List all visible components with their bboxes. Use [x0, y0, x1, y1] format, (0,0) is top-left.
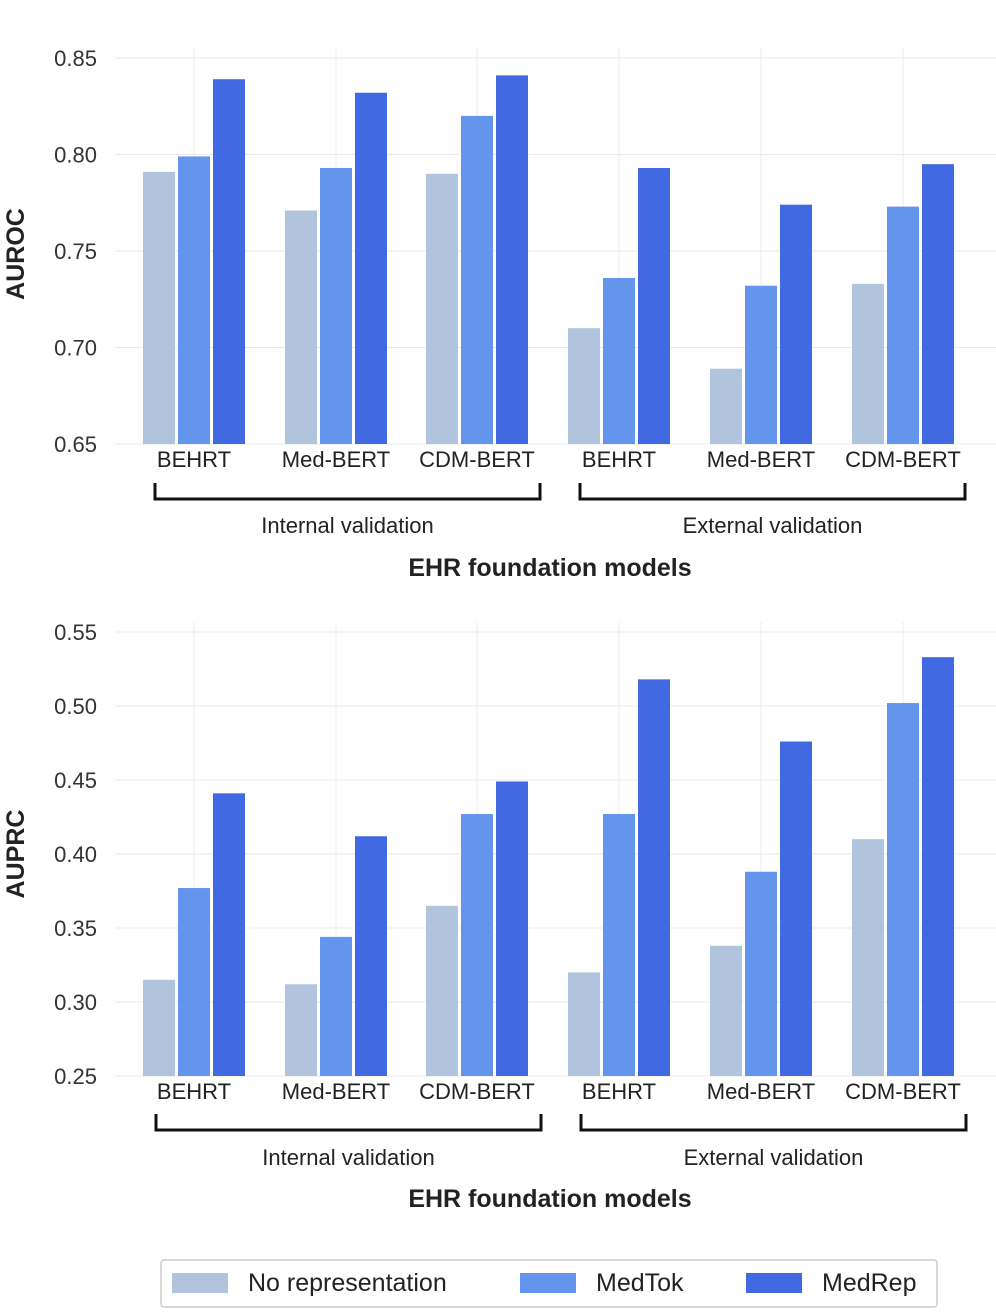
x-tick-label: Med-BERT [707, 447, 815, 472]
y-tick-label: 0.40 [54, 842, 97, 867]
group-bracket [154, 1114, 543, 1132]
legend-label: MedTok [596, 1269, 684, 1297]
bar-medrep-3 [638, 679, 670, 1076]
bar-no-representation-1 [285, 984, 317, 1076]
bar-medrep-4 [780, 204, 812, 444]
y-axis-title: AUROC [2, 208, 30, 300]
y-tick-label: 0.45 [54, 768, 97, 793]
x-axis-title: EHR foundation models [408, 1185, 691, 1213]
bar-medtok-3 [603, 814, 635, 1076]
x-axis-title: EHR foundation models [408, 554, 691, 582]
bar-no-representation-5 [852, 283, 884, 444]
group-bracket [578, 483, 967, 501]
x-tick-label: Med-BERT [282, 1079, 390, 1104]
y-tick-label: 0.30 [54, 990, 97, 1015]
y-tick-label: 0.35 [54, 916, 97, 941]
y-tick-label: 0.55 [54, 620, 97, 645]
y-tick-label: 0.65 [54, 432, 97, 457]
y-tick-label: 0.25 [54, 1064, 97, 1089]
bar-medrep-5 [922, 657, 954, 1076]
x-tick-label: BEHRT [582, 1079, 656, 1104]
legend-swatch [746, 1273, 802, 1293]
bar-medtok-5 [887, 703, 919, 1076]
x-tick-label: CDM-BERT [419, 1079, 535, 1104]
legend-swatch [520, 1273, 576, 1293]
x-tick-label: Med-BERT [282, 447, 390, 472]
x-tick-label: CDM-BERT [419, 447, 535, 472]
y-tick-label: 0.80 [54, 143, 97, 168]
bar-medtok-0 [178, 156, 210, 444]
bar-medrep-4 [780, 741, 812, 1076]
bar-medrep-3 [638, 168, 670, 444]
auroc-panel: 0.65 0.70 0.75 0.80 0.85 BEHRT Med-BERT CDM-BER… [2, 46, 996, 582]
bar-no-representation-0 [143, 979, 175, 1076]
bar-medrep-0 [213, 793, 245, 1076]
bar-no-representation-4 [710, 945, 742, 1076]
bar-no-representation-5 [852, 839, 884, 1076]
bar-medrep-0 [213, 79, 245, 444]
legend: No representation MedTok MedRep [160, 1259, 938, 1308]
bar-medtok-4 [745, 871, 777, 1076]
bar-medrep-2 [496, 75, 528, 445]
group-bracket [579, 1114, 968, 1132]
bar-medtok-1 [320, 168, 352, 444]
group-label: External validation [684, 1145, 864, 1170]
bar-no-representation-2 [426, 905, 458, 1076]
group-bracket [153, 483, 542, 501]
y-tick-label: 0.50 [54, 694, 97, 719]
y-axis-title: AUPRC [2, 810, 30, 899]
auprc-panel: 0.25 0.30 0.35 0.40 0.45 0.50 0.55 BEHRT Med-BER… [2, 620, 996, 1213]
legend-label: MedRep [822, 1269, 917, 1297]
bar-no-representation-0 [143, 171, 175, 444]
bar-medtok-0 [178, 888, 210, 1076]
bar-medtok-2 [461, 814, 493, 1076]
bar-medrep-5 [922, 164, 954, 444]
y-tick-label: 0.70 [54, 336, 97, 361]
y-tick-label: 0.85 [54, 46, 97, 71]
x-tick-label: CDM-BERT [845, 1079, 961, 1104]
bar-medrep-1 [355, 92, 387, 445]
x-tick-label: BEHRT [582, 447, 656, 472]
y-tick-label: 0.75 [54, 239, 97, 264]
bar-no-representation-1 [285, 210, 317, 444]
bar-medtok-5 [887, 206, 919, 444]
group-label: Internal validation [262, 1145, 434, 1170]
bar-medtok-4 [745, 285, 777, 444]
bar-no-representation-3 [568, 972, 600, 1076]
x-tick-label: CDM-BERT [845, 447, 961, 472]
group-label: External validation [683, 513, 863, 538]
bar-medrep-1 [355, 836, 387, 1076]
x-tick-label: BEHRT [157, 447, 231, 472]
bar-medtok-1 [320, 936, 352, 1076]
x-tick-label: BEHRT [157, 1079, 231, 1104]
legend-swatch [172, 1273, 228, 1293]
x-tick-label: Med-BERT [707, 1079, 815, 1104]
bar-no-representation-3 [568, 328, 600, 444]
bar-medrep-2 [496, 781, 528, 1076]
bar-medtok-2 [461, 115, 493, 445]
group-label: Internal validation [261, 513, 433, 538]
legend-label: No representation [248, 1269, 447, 1297]
bar-medtok-3 [603, 278, 635, 444]
bar-no-representation-2 [426, 173, 458, 445]
bar-no-representation-4 [710, 368, 742, 444]
